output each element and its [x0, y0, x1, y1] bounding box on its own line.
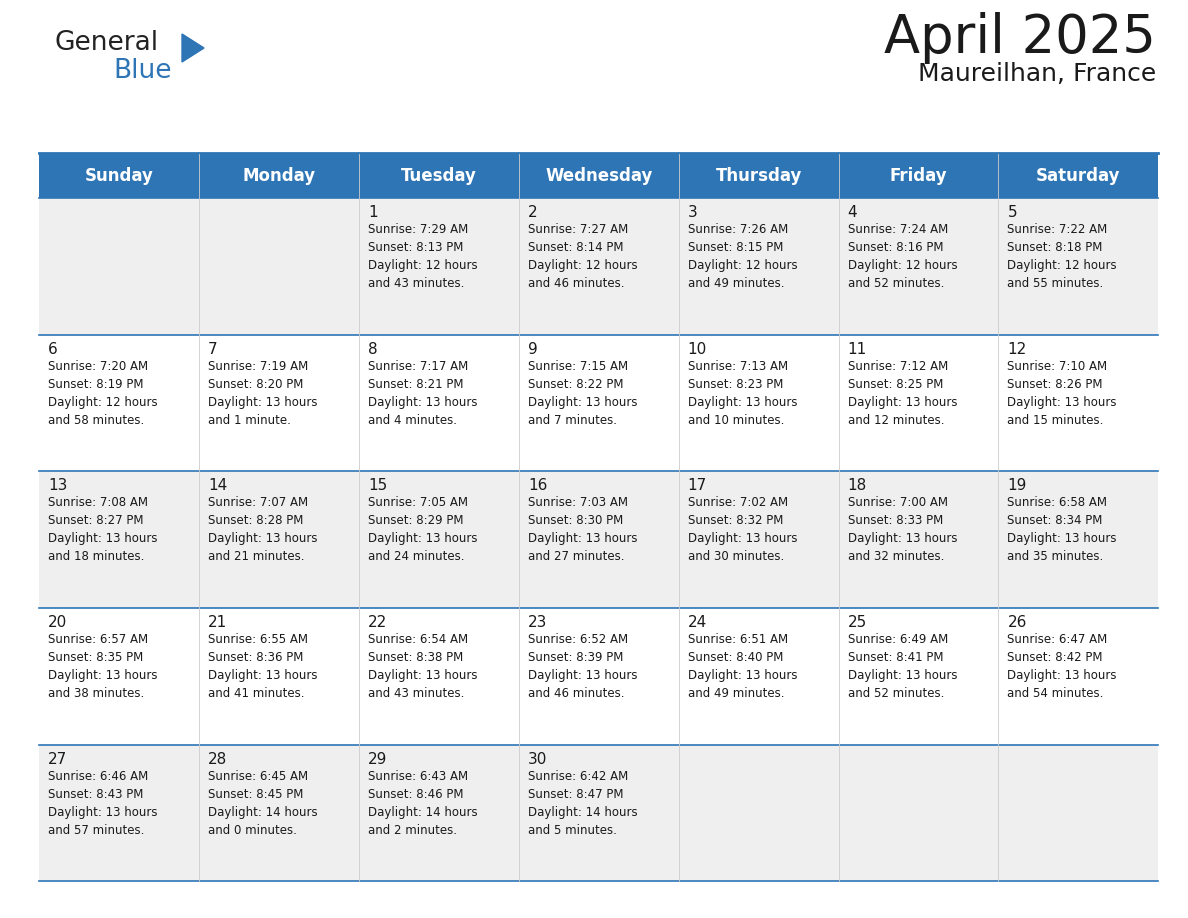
Text: Sunrise: 6:54 AM
Sunset: 8:38 PM
Daylight: 13 hours
and 43 minutes.: Sunrise: 6:54 AM Sunset: 8:38 PM Dayligh…	[368, 633, 478, 700]
Text: Sunrise: 6:51 AM
Sunset: 8:40 PM
Daylight: 13 hours
and 49 minutes.: Sunrise: 6:51 AM Sunset: 8:40 PM Dayligh…	[688, 633, 797, 700]
Bar	[39, 608, 1158, 744]
Text: 6: 6	[49, 341, 58, 357]
Text: 15: 15	[368, 478, 387, 494]
Text: Sunrise: 7:15 AM
Sunset: 8:22 PM
Daylight: 13 hours
and 7 minutes.: Sunrise: 7:15 AM Sunset: 8:22 PM Dayligh…	[527, 360, 637, 427]
Text: Blue: Blue	[113, 58, 171, 84]
Text: 18: 18	[847, 478, 867, 494]
Text: Sunrise: 7:20 AM
Sunset: 8:19 PM
Daylight: 12 hours
and 58 minutes.: Sunrise: 7:20 AM Sunset: 8:19 PM Dayligh…	[49, 360, 158, 427]
Text: 13: 13	[49, 478, 68, 494]
Text: General: General	[55, 30, 159, 56]
Text: 20: 20	[49, 615, 68, 630]
Text: Sunrise: 6:47 AM
Sunset: 8:42 PM
Daylight: 13 hours
and 54 minutes.: Sunrise: 6:47 AM Sunset: 8:42 PM Dayligh…	[1007, 633, 1117, 700]
Text: Sunrise: 7:10 AM
Sunset: 8:26 PM
Daylight: 13 hours
and 15 minutes.: Sunrise: 7:10 AM Sunset: 8:26 PM Dayligh…	[1007, 360, 1117, 427]
Text: 21: 21	[208, 615, 227, 630]
Text: Monday: Monday	[242, 167, 316, 185]
Text: 1: 1	[368, 206, 378, 220]
Text: 17: 17	[688, 478, 707, 494]
Text: Sunrise: 7:12 AM
Sunset: 8:25 PM
Daylight: 13 hours
and 12 minutes.: Sunrise: 7:12 AM Sunset: 8:25 PM Dayligh…	[847, 360, 958, 427]
Text: Friday: Friday	[890, 167, 947, 185]
Text: 3: 3	[688, 206, 697, 220]
Text: Sunrise: 7:27 AM
Sunset: 8:14 PM
Daylight: 12 hours
and 46 minutes.: Sunrise: 7:27 AM Sunset: 8:14 PM Dayligh…	[527, 223, 638, 290]
Text: Sunrise: 6:49 AM
Sunset: 8:41 PM
Daylight: 13 hours
and 52 minutes.: Sunrise: 6:49 AM Sunset: 8:41 PM Dayligh…	[847, 633, 958, 700]
Text: Sunrise: 7:22 AM
Sunset: 8:18 PM
Daylight: 12 hours
and 55 minutes.: Sunrise: 7:22 AM Sunset: 8:18 PM Dayligh…	[1007, 223, 1117, 290]
Bar	[39, 472, 1158, 608]
Text: Sunrise: 7:19 AM
Sunset: 8:20 PM
Daylight: 13 hours
and 1 minute.: Sunrise: 7:19 AM Sunset: 8:20 PM Dayligh…	[208, 360, 317, 427]
Text: 26: 26	[1007, 615, 1026, 630]
Text: Sunday: Sunday	[84, 167, 153, 185]
Text: 30: 30	[527, 752, 548, 767]
Text: Sunrise: 7:03 AM
Sunset: 8:30 PM
Daylight: 13 hours
and 27 minutes.: Sunrise: 7:03 AM Sunset: 8:30 PM Dayligh…	[527, 497, 637, 564]
Text: 24: 24	[688, 615, 707, 630]
Text: 19: 19	[1007, 478, 1026, 494]
Text: Sunrise: 7:13 AM
Sunset: 8:23 PM
Daylight: 13 hours
and 10 minutes.: Sunrise: 7:13 AM Sunset: 8:23 PM Dayligh…	[688, 360, 797, 427]
Text: Sunrise: 6:46 AM
Sunset: 8:43 PM
Daylight: 13 hours
and 57 minutes.: Sunrise: 6:46 AM Sunset: 8:43 PM Dayligh…	[49, 769, 158, 836]
Text: Saturday: Saturday	[1036, 167, 1120, 185]
Text: 29: 29	[368, 752, 387, 767]
Bar	[39, 154, 1158, 198]
Text: 23: 23	[527, 615, 548, 630]
Text: 14: 14	[208, 478, 227, 494]
Text: 11: 11	[847, 341, 867, 357]
Text: Sunrise: 7:08 AM
Sunset: 8:27 PM
Daylight: 13 hours
and 18 minutes.: Sunrise: 7:08 AM Sunset: 8:27 PM Dayligh…	[49, 497, 158, 564]
Text: Thursday: Thursday	[715, 167, 802, 185]
Text: Sunrise: 7:00 AM
Sunset: 8:33 PM
Daylight: 13 hours
and 32 minutes.: Sunrise: 7:00 AM Sunset: 8:33 PM Dayligh…	[847, 497, 958, 564]
Text: Sunrise: 6:55 AM
Sunset: 8:36 PM
Daylight: 13 hours
and 41 minutes.: Sunrise: 6:55 AM Sunset: 8:36 PM Dayligh…	[208, 633, 317, 700]
Bar	[39, 198, 1158, 335]
Text: Sunrise: 7:17 AM
Sunset: 8:21 PM
Daylight: 13 hours
and 4 minutes.: Sunrise: 7:17 AM Sunset: 8:21 PM Dayligh…	[368, 360, 478, 427]
Text: Sunrise: 6:57 AM
Sunset: 8:35 PM
Daylight: 13 hours
and 38 minutes.: Sunrise: 6:57 AM Sunset: 8:35 PM Dayligh…	[49, 633, 158, 700]
Text: Sunrise: 6:58 AM
Sunset: 8:34 PM
Daylight: 13 hours
and 35 minutes.: Sunrise: 6:58 AM Sunset: 8:34 PM Dayligh…	[1007, 497, 1117, 564]
Text: Maureilhan, France: Maureilhan, France	[918, 62, 1156, 86]
Text: Sunrise: 6:43 AM
Sunset: 8:46 PM
Daylight: 14 hours
and 2 minutes.: Sunrise: 6:43 AM Sunset: 8:46 PM Dayligh…	[368, 769, 478, 836]
Text: Sunrise: 7:29 AM
Sunset: 8:13 PM
Daylight: 12 hours
and 43 minutes.: Sunrise: 7:29 AM Sunset: 8:13 PM Dayligh…	[368, 223, 478, 290]
Text: 12: 12	[1007, 341, 1026, 357]
Text: Sunrise: 7:07 AM
Sunset: 8:28 PM
Daylight: 13 hours
and 21 minutes.: Sunrise: 7:07 AM Sunset: 8:28 PM Dayligh…	[208, 497, 317, 564]
Text: Sunrise: 6:42 AM
Sunset: 8:47 PM
Daylight: 14 hours
and 5 minutes.: Sunrise: 6:42 AM Sunset: 8:47 PM Dayligh…	[527, 769, 638, 836]
Text: 28: 28	[208, 752, 227, 767]
Text: 16: 16	[527, 478, 548, 494]
Text: 27: 27	[49, 752, 68, 767]
Text: 9: 9	[527, 341, 537, 357]
Bar	[39, 335, 1158, 472]
Text: 7: 7	[208, 341, 217, 357]
Text: 22: 22	[368, 615, 387, 630]
Text: Sunrise: 7:05 AM
Sunset: 8:29 PM
Daylight: 13 hours
and 24 minutes.: Sunrise: 7:05 AM Sunset: 8:29 PM Dayligh…	[368, 497, 478, 564]
Text: Sunrise: 7:26 AM
Sunset: 8:15 PM
Daylight: 12 hours
and 49 minutes.: Sunrise: 7:26 AM Sunset: 8:15 PM Dayligh…	[688, 223, 797, 290]
Text: Sunrise: 7:24 AM
Sunset: 8:16 PM
Daylight: 12 hours
and 52 minutes.: Sunrise: 7:24 AM Sunset: 8:16 PM Dayligh…	[847, 223, 958, 290]
Text: 25: 25	[847, 615, 867, 630]
Text: 5: 5	[1007, 206, 1017, 220]
Text: Sunrise: 6:45 AM
Sunset: 8:45 PM
Daylight: 14 hours
and 0 minutes.: Sunrise: 6:45 AM Sunset: 8:45 PM Dayligh…	[208, 769, 317, 836]
Text: 2: 2	[527, 206, 537, 220]
Polygon shape	[182, 34, 204, 62]
Text: Sunrise: 7:02 AM
Sunset: 8:32 PM
Daylight: 13 hours
and 30 minutes.: Sunrise: 7:02 AM Sunset: 8:32 PM Dayligh…	[688, 497, 797, 564]
Text: Wednesday: Wednesday	[545, 167, 652, 185]
Bar	[39, 744, 1158, 881]
Text: 4: 4	[847, 206, 858, 220]
Text: 8: 8	[368, 341, 378, 357]
Text: Tuesday: Tuesday	[400, 167, 476, 185]
Text: 10: 10	[688, 341, 707, 357]
Text: Sunrise: 6:52 AM
Sunset: 8:39 PM
Daylight: 13 hours
and 46 minutes.: Sunrise: 6:52 AM Sunset: 8:39 PM Dayligh…	[527, 633, 637, 700]
Text: April 2025: April 2025	[884, 12, 1156, 64]
